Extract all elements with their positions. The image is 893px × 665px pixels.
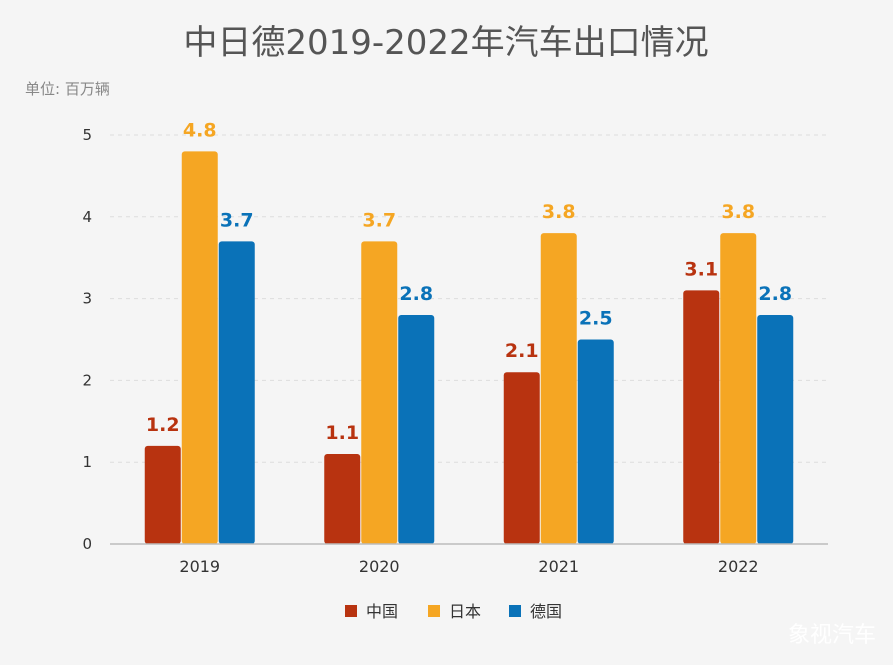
bar (144, 445, 181, 544)
bar (324, 454, 361, 544)
data-label: 3.7 (220, 209, 254, 231)
legend-label: 德国 (530, 602, 562, 621)
data-labels: 1.2 4.8 3.7 1.1 3.7 2.8 2.1 3.8 2.5 3.1 3.8 2.8 (146, 119, 792, 444)
legend-label: 日本 (449, 602, 481, 621)
axes: 0 1 2 3 4 5 2019 2020 2021 2022 (82, 126, 828, 576)
data-label: 1.2 (146, 414, 180, 436)
data-label: 3.1 (684, 258, 718, 280)
y-tick-label: 1 (82, 453, 92, 471)
bar (540, 233, 577, 544)
data-label: 2.5 (579, 308, 613, 330)
legend-swatch (509, 605, 521, 617)
data-label: 3.8 (542, 201, 576, 223)
x-tick-label: 2019 (179, 557, 220, 576)
y-tick-label: 0 (82, 535, 92, 553)
y-tick-label: 3 (82, 290, 92, 308)
bar (720, 233, 757, 544)
x-tick-label: 2020 (359, 557, 400, 576)
y-tick-label: 2 (82, 371, 92, 389)
bar (181, 151, 218, 545)
data-label: 4.8 (183, 119, 217, 141)
x-tick-label: 2022 (718, 557, 759, 576)
bar (683, 290, 720, 544)
data-label: 3.7 (362, 209, 396, 231)
y-tick-label: 5 (82, 126, 92, 144)
unit-label: 单位: 百万辆 (25, 80, 110, 98)
bar (361, 241, 398, 544)
chart-title: 中日德2019-2022年汽车出口情况 (183, 23, 708, 63)
y-tick-label: 4 (82, 208, 92, 226)
data-label: 2.8 (758, 283, 792, 305)
data-label: 3.8 (721, 201, 755, 223)
data-label: 2.8 (399, 283, 433, 305)
bar (398, 314, 435, 544)
bar (218, 241, 255, 544)
watermark-text: 象视汽车 (788, 623, 876, 648)
legend-label: 中国 (366, 602, 398, 621)
data-label: 1.1 (325, 422, 359, 444)
bar (757, 314, 794, 544)
bar (577, 339, 614, 544)
bars (144, 151, 794, 545)
bar (503, 372, 540, 544)
data-label: 2.1 (505, 340, 539, 362)
legend-swatch (345, 605, 357, 617)
legend: 中国 日本 德国 (345, 602, 562, 621)
x-tick-label: 2021 (538, 557, 579, 576)
legend-swatch (428, 605, 440, 617)
